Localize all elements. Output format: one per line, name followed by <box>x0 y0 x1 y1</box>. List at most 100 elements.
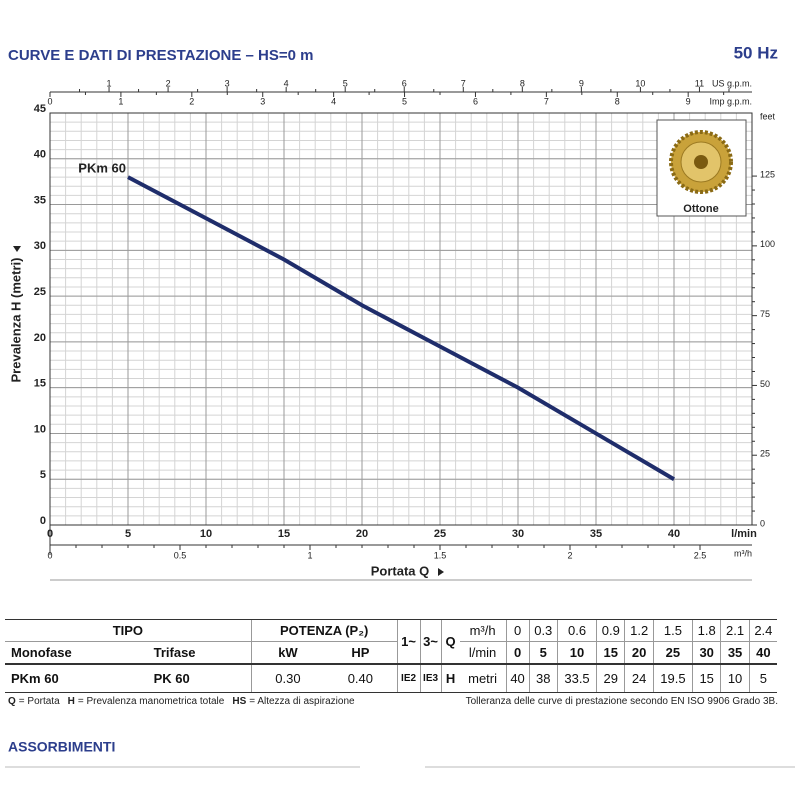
y-tick-label: 45 <box>34 103 46 115</box>
notes: Q = Portata H = Prevalenza manometrica tota… <box>8 696 363 707</box>
table-cell: 10 <box>556 641 597 665</box>
x-tick-label: 15 <box>278 528 290 540</box>
frequency: 50 Hz <box>734 43 778 62</box>
x-tick-label: 30 <box>512 528 524 540</box>
note-term: HS <box>232 696 247 707</box>
note-definition: = Altezza di aspirazione <box>249 696 355 707</box>
top-tick-label: 4 <box>331 96 336 106</box>
y2-tick-label: 0 <box>760 518 765 528</box>
inset-label: Ottone <box>683 203 718 215</box>
bottom-tick-label: 2.5 <box>694 550 707 560</box>
table-cell: IE3 <box>419 663 442 693</box>
table-cell: 1.2 <box>624 619 654 642</box>
y-tick-label: 25 <box>34 286 46 298</box>
curve <box>127 175 676 481</box>
table-cell: Monofase <box>5 641 148 665</box>
note-term: Q <box>8 696 16 707</box>
top-tick-label: 10 <box>635 78 645 88</box>
table-cell: 3~ <box>419 619 442 665</box>
x-tick-label: 5 <box>125 528 131 540</box>
x-tick-label: 20 <box>356 528 368 540</box>
plot-frame <box>49 112 753 526</box>
top-tick-label: 2 <box>189 96 194 106</box>
y-tick-label: 35 <box>34 194 46 206</box>
table-cell: 25 <box>652 641 693 665</box>
x-axis-label: Portata Q <box>371 563 430 578</box>
x-tick-label: 35 <box>590 528 602 540</box>
table-cell: 0.9 <box>596 619 625 642</box>
top-tick-label: 1 <box>107 78 112 88</box>
table-cell: 10 <box>720 663 750 693</box>
note-term: H <box>67 696 75 707</box>
chart-title: CURVE E DATI DI PRESTAZIONE – HS=0 m <box>8 47 313 64</box>
bottom-tick-label: 2 <box>567 550 572 560</box>
y-tick-label: 20 <box>34 332 46 344</box>
top-tick-label: 9 <box>579 78 584 88</box>
top-tick-label: 6 <box>402 78 407 88</box>
top-tick-label: 3 <box>260 96 265 106</box>
table-cell: 38 <box>528 663 558 693</box>
table-cell: PK 60 <box>147 663 252 693</box>
note-definition: = Prevalenza manometrica totale <box>77 696 225 707</box>
table-cell: POTENZA (P₂) <box>250 619 398 642</box>
impeller-bore <box>694 155 708 169</box>
top-tick-label: 8 <box>520 78 525 88</box>
table-cell: l/min <box>459 641 507 665</box>
y2-tick-label: 50 <box>760 379 770 389</box>
table-cell: 20 <box>624 641 654 665</box>
y-tick-label: 5 <box>40 469 46 481</box>
table-cell: 1.5 <box>652 619 693 642</box>
top-tick-label: 1 <box>118 96 123 106</box>
table-cell: 5 <box>748 663 777 693</box>
table-cell: HP <box>324 641 398 665</box>
table-cell: TIPO <box>5 619 252 642</box>
bottom-tick-label: 1 <box>307 550 312 560</box>
x-tick-label: 25 <box>434 528 446 540</box>
x-unit: l/min <box>731 528 757 540</box>
table-cell: 1.8 <box>691 619 721 642</box>
top-tick-label: 0 <box>47 96 52 106</box>
table-cell: 15 <box>691 663 721 693</box>
top-tick-label: 6 <box>473 96 478 106</box>
section-title: ASSORBIMENTI <box>8 739 115 755</box>
table-cell: kW <box>250 641 325 665</box>
top-tick-label: 9 <box>686 96 691 106</box>
arrow-icon <box>438 568 444 576</box>
x-tick-label: 10 <box>200 528 212 540</box>
table-cell: PKm 60 <box>5 663 148 693</box>
table-cell: 30 <box>691 641 721 665</box>
table-cell: 0.3 <box>528 619 558 642</box>
top-unit: US g.p.m. <box>712 78 752 88</box>
top-tick-label: 8 <box>615 96 620 106</box>
table-cell: 1~ <box>396 619 421 665</box>
y-tick-label: 30 <box>34 240 46 252</box>
top-tick-label: 3 <box>225 78 230 88</box>
table-cell: 2.1 <box>720 619 750 642</box>
y2-tick-label: 125 <box>760 169 775 179</box>
table-cell: 2.4 <box>748 619 777 642</box>
table-cell: metri <box>459 663 507 693</box>
top-tick-label: 2 <box>166 78 171 88</box>
y2-tick-label: 100 <box>760 239 775 249</box>
table-cell: 35 <box>720 641 750 665</box>
bottom-unit: m³/h <box>734 548 752 558</box>
top-unit: Imp g.p.m. <box>709 96 752 106</box>
tolerance-note: Tolleranza delle curve di prestazione se… <box>465 696 778 707</box>
table-cell: 0.40 <box>324 663 398 693</box>
top-tick-label: 4 <box>284 78 289 88</box>
table-cell: 0 <box>505 641 530 665</box>
note-definition: = Portata <box>18 696 60 707</box>
y-tick-label: 15 <box>34 378 46 390</box>
table-cell: 40 <box>505 663 530 693</box>
table-cell: 0 <box>505 619 530 642</box>
table-cell: 33.5 <box>556 663 597 693</box>
table-cell: 24 <box>624 663 654 693</box>
table-cell: 40 <box>748 641 777 665</box>
table-cell: Trifase <box>147 641 252 665</box>
table-cell: 5 <box>528 641 558 665</box>
y2-unit: feet <box>760 111 776 121</box>
